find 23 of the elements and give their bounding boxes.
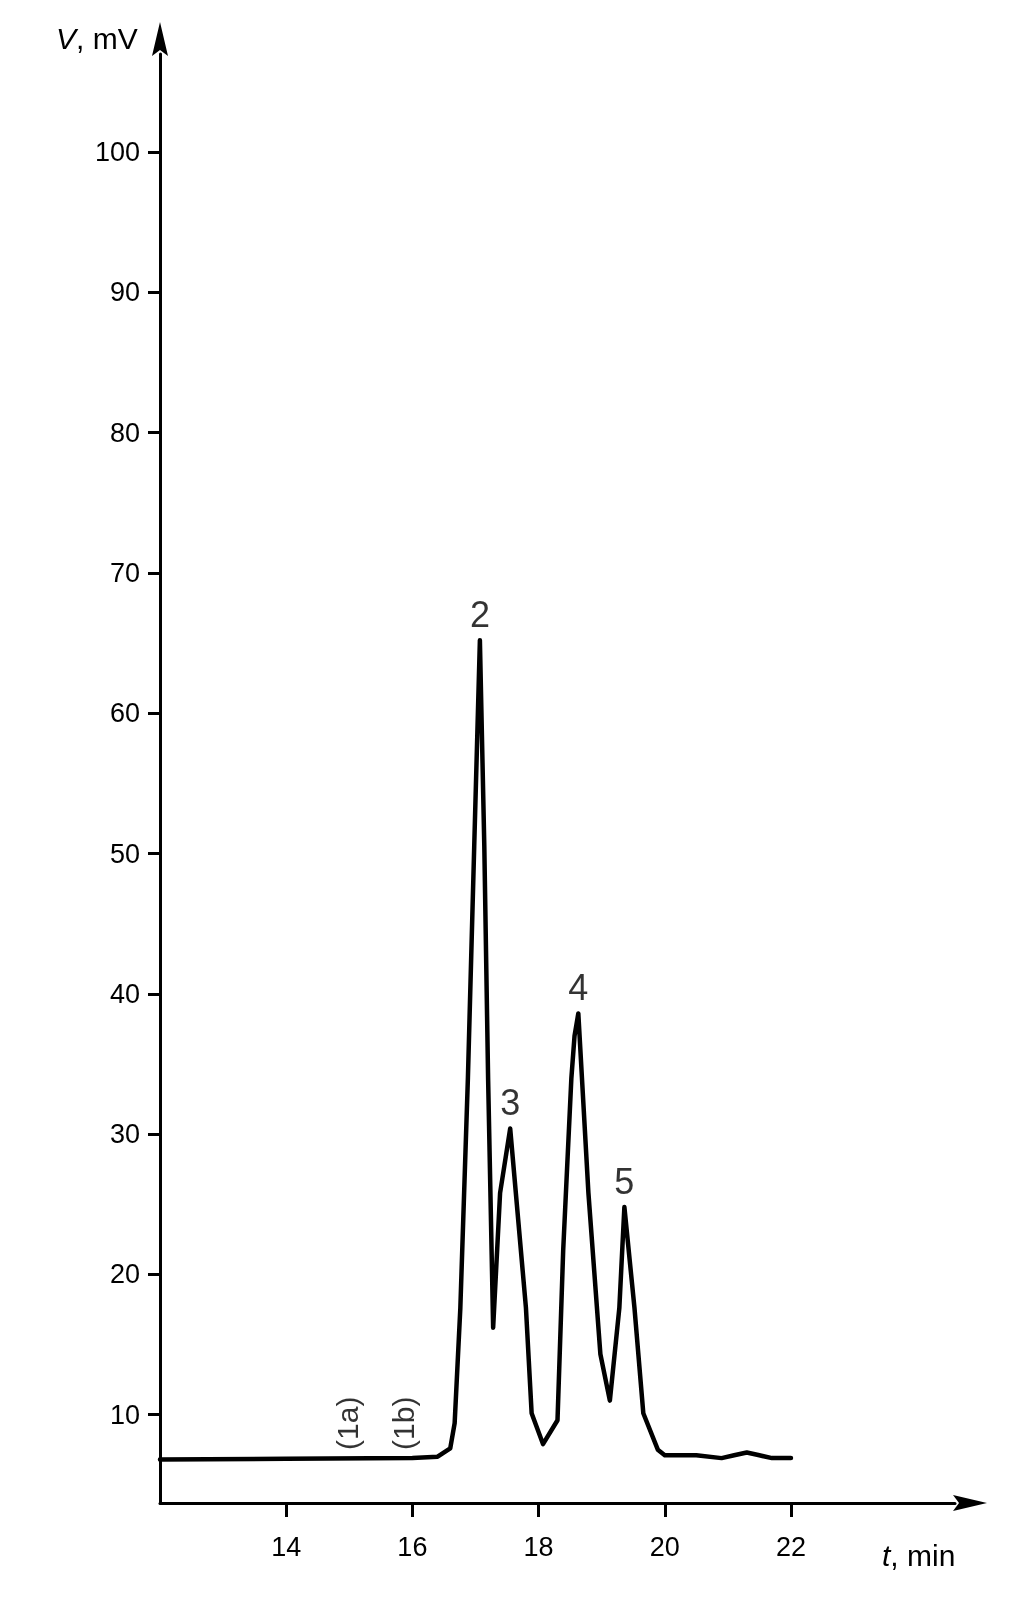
y-tick-label: 100 (94, 137, 140, 168)
y-tick-label: 20 (109, 1259, 140, 1290)
y-axis-title: V, mV (56, 22, 138, 55)
x-tick-label: 22 (775, 1531, 806, 1562)
y-tick-label: 10 (109, 1399, 140, 1430)
y-tick-label: 30 (109, 1119, 140, 1150)
y-tick-label: 80 (109, 417, 140, 448)
annotation: 3 (500, 1081, 521, 1123)
annotation: 4 (568, 966, 589, 1008)
x-tick-label: 20 (649, 1531, 680, 1562)
y-tick-label: 60 (109, 698, 140, 729)
x-tick-label: 14 (271, 1531, 302, 1562)
y-tick-label: 40 (109, 978, 140, 1009)
annotation: (1b) (387, 1396, 421, 1450)
x-tick-label: 18 (523, 1531, 554, 1562)
annotation: (1a) (330, 1396, 364, 1450)
x-axis-title: t, min (882, 1539, 956, 1572)
annotation: 5 (614, 1160, 635, 1202)
x-tick-label: 16 (397, 1531, 428, 1562)
y-tick-label: 90 (109, 277, 140, 308)
y-tick-label: 70 (109, 558, 140, 588)
y-tick-label: 50 (109, 838, 140, 869)
annotation: 2 (469, 593, 490, 635)
